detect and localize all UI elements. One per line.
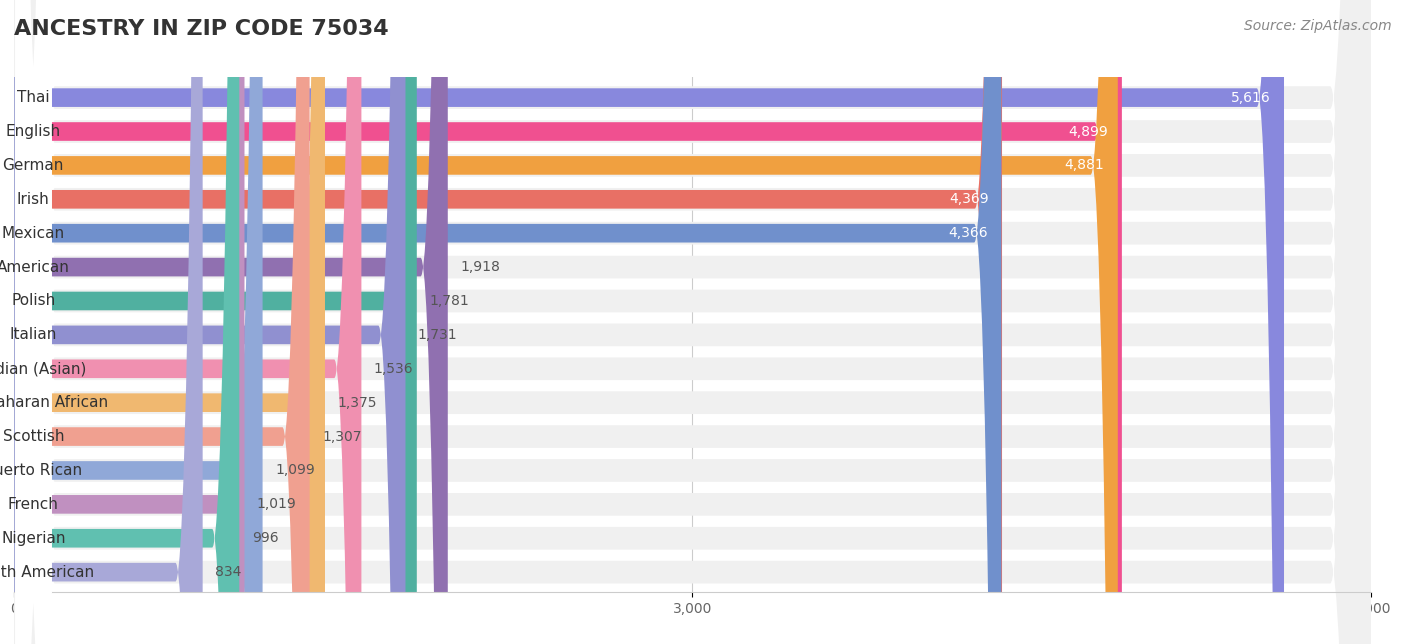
FancyBboxPatch shape: [14, 0, 245, 644]
Text: English: English: [6, 124, 60, 139]
FancyBboxPatch shape: [15, 0, 52, 644]
FancyBboxPatch shape: [14, 0, 1371, 644]
FancyBboxPatch shape: [15, 0, 52, 644]
Text: German: German: [3, 158, 63, 173]
Text: Puerto Rican: Puerto Rican: [0, 463, 82, 478]
Text: French: French: [8, 497, 59, 512]
FancyBboxPatch shape: [14, 0, 1371, 644]
Text: Indian (Asian): Indian (Asian): [0, 361, 86, 376]
FancyBboxPatch shape: [14, 0, 1371, 644]
Text: 4,899: 4,899: [1069, 124, 1108, 138]
FancyBboxPatch shape: [14, 0, 1371, 644]
FancyBboxPatch shape: [15, 0, 52, 644]
FancyBboxPatch shape: [14, 0, 1371, 644]
Text: Thai: Thai: [17, 90, 49, 105]
FancyBboxPatch shape: [14, 0, 1371, 644]
Text: 1,918: 1,918: [460, 260, 501, 274]
Text: Nigerian: Nigerian: [1, 531, 66, 545]
FancyBboxPatch shape: [14, 0, 1371, 644]
FancyBboxPatch shape: [15, 0, 52, 644]
Text: 1,099: 1,099: [276, 464, 315, 477]
FancyBboxPatch shape: [14, 0, 447, 644]
FancyBboxPatch shape: [14, 0, 239, 644]
Text: 1,375: 1,375: [337, 395, 377, 410]
FancyBboxPatch shape: [14, 0, 1118, 644]
FancyBboxPatch shape: [14, 0, 1001, 644]
FancyBboxPatch shape: [14, 0, 1122, 644]
FancyBboxPatch shape: [15, 0, 52, 644]
FancyBboxPatch shape: [14, 0, 361, 644]
Text: 1,019: 1,019: [257, 497, 297, 511]
Text: Polish: Polish: [11, 294, 55, 308]
FancyBboxPatch shape: [15, 0, 52, 644]
FancyBboxPatch shape: [15, 0, 52, 644]
Text: Source: ZipAtlas.com: Source: ZipAtlas.com: [1244, 19, 1392, 33]
Text: Mexican: Mexican: [1, 225, 65, 241]
Text: 1,781: 1,781: [429, 294, 470, 308]
FancyBboxPatch shape: [14, 0, 263, 644]
Text: 4,369: 4,369: [949, 193, 988, 206]
Text: Subsaharan African: Subsaharan African: [0, 395, 108, 410]
Text: 996: 996: [252, 531, 278, 545]
Text: 1,307: 1,307: [322, 430, 361, 444]
FancyBboxPatch shape: [14, 0, 1371, 644]
FancyBboxPatch shape: [15, 0, 52, 644]
FancyBboxPatch shape: [15, 0, 52, 644]
Text: 834: 834: [215, 565, 242, 579]
FancyBboxPatch shape: [15, 0, 52, 644]
Text: ANCESTRY IN ZIP CODE 75034: ANCESTRY IN ZIP CODE 75034: [14, 19, 388, 39]
FancyBboxPatch shape: [14, 0, 1371, 644]
FancyBboxPatch shape: [14, 0, 416, 644]
Text: American: American: [0, 260, 70, 274]
FancyBboxPatch shape: [15, 0, 52, 644]
Text: 4,881: 4,881: [1064, 158, 1104, 173]
Text: Irish: Irish: [17, 192, 49, 207]
FancyBboxPatch shape: [15, 0, 52, 644]
FancyBboxPatch shape: [14, 0, 202, 644]
FancyBboxPatch shape: [14, 0, 1371, 644]
FancyBboxPatch shape: [15, 0, 52, 644]
Text: 5,616: 5,616: [1230, 91, 1271, 104]
Text: 4,366: 4,366: [948, 226, 988, 240]
FancyBboxPatch shape: [14, 0, 1002, 644]
FancyBboxPatch shape: [14, 0, 325, 644]
FancyBboxPatch shape: [14, 0, 1371, 644]
FancyBboxPatch shape: [15, 0, 52, 644]
FancyBboxPatch shape: [14, 0, 1371, 644]
Text: South American: South American: [0, 565, 94, 580]
Text: 1,536: 1,536: [374, 362, 413, 376]
FancyBboxPatch shape: [14, 0, 309, 644]
Text: Italian: Italian: [10, 327, 58, 343]
FancyBboxPatch shape: [14, 0, 1371, 644]
Text: Scottish: Scottish: [3, 429, 65, 444]
Text: 1,731: 1,731: [418, 328, 457, 342]
FancyBboxPatch shape: [15, 0, 52, 644]
FancyBboxPatch shape: [14, 0, 405, 644]
FancyBboxPatch shape: [14, 0, 1371, 644]
FancyBboxPatch shape: [14, 0, 1371, 644]
FancyBboxPatch shape: [14, 0, 1284, 644]
